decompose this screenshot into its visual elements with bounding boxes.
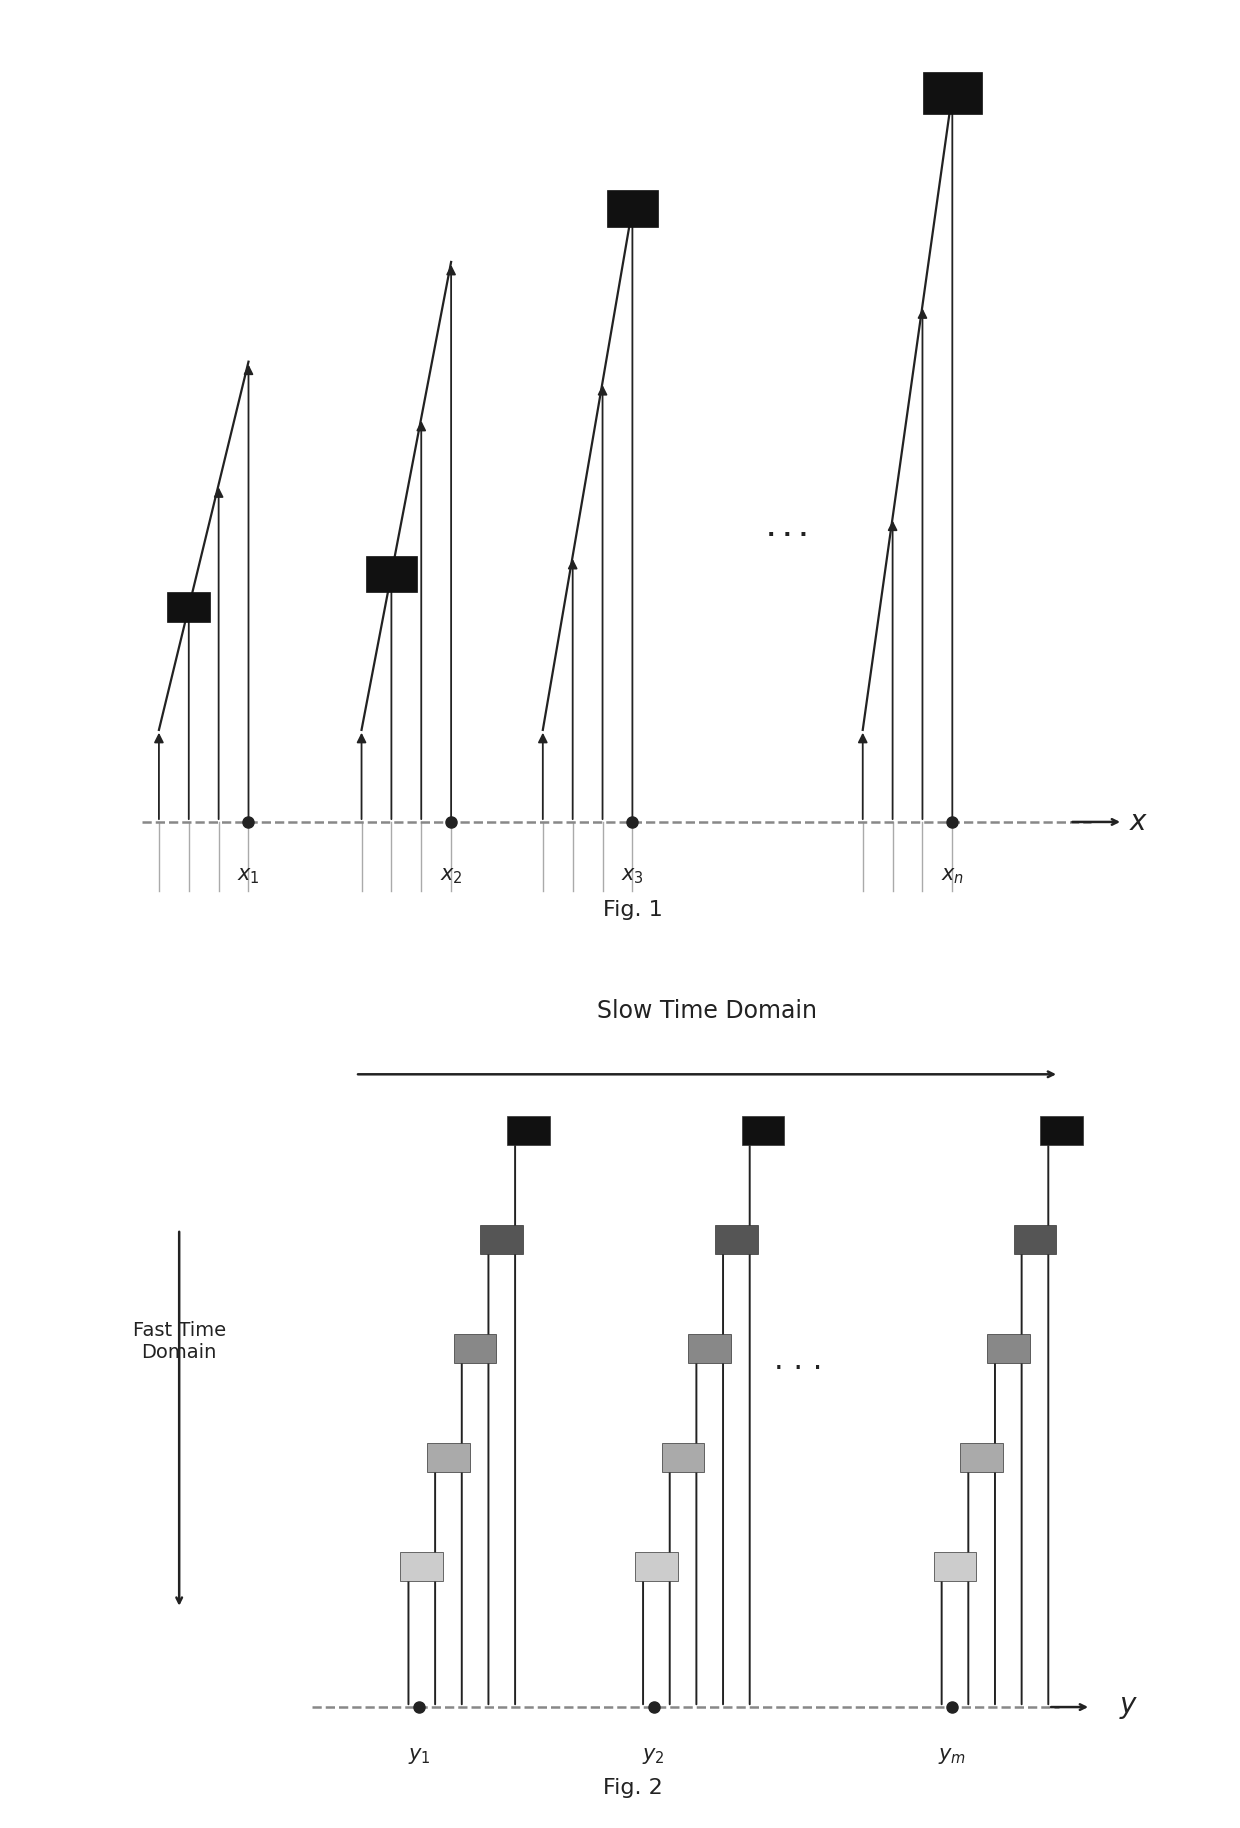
Text: Slow Time Domain: Slow Time Domain <box>596 1000 817 1024</box>
FancyBboxPatch shape <box>715 1225 758 1254</box>
Text: $x_n$: $x_n$ <box>941 866 963 885</box>
FancyBboxPatch shape <box>934 1552 976 1581</box>
FancyBboxPatch shape <box>401 1552 443 1581</box>
FancyBboxPatch shape <box>688 1334 732 1362</box>
FancyBboxPatch shape <box>923 71 982 115</box>
Text: $y_m$: $y_m$ <box>939 1746 966 1766</box>
Text: Fig. 2: Fig. 2 <box>603 1779 662 1799</box>
FancyBboxPatch shape <box>366 556 417 592</box>
FancyBboxPatch shape <box>606 190 658 227</box>
Text: $y_2$: $y_2$ <box>642 1746 665 1766</box>
FancyBboxPatch shape <box>1013 1225 1056 1254</box>
Text: $x_1$: $x_1$ <box>237 866 260 885</box>
FancyBboxPatch shape <box>662 1444 704 1472</box>
Text: Fast Time
Domain: Fast Time Domain <box>133 1322 226 1362</box>
Text: $x_2$: $x_2$ <box>440 866 463 885</box>
FancyBboxPatch shape <box>742 1117 785 1144</box>
Text: . . .: . . . <box>766 521 807 541</box>
Text: $x_3$: $x_3$ <box>621 866 644 885</box>
Text: Fig. 1: Fig. 1 <box>603 899 662 919</box>
Text: $x$: $x$ <box>1130 808 1148 835</box>
FancyBboxPatch shape <box>480 1225 523 1254</box>
FancyBboxPatch shape <box>454 1334 496 1362</box>
Text: $y_1$: $y_1$ <box>408 1746 430 1766</box>
FancyBboxPatch shape <box>507 1117 549 1144</box>
FancyBboxPatch shape <box>635 1552 678 1581</box>
Text: · · ·: · · · <box>774 1355 822 1384</box>
FancyBboxPatch shape <box>1040 1117 1083 1144</box>
FancyBboxPatch shape <box>960 1444 1003 1472</box>
FancyBboxPatch shape <box>167 592 210 623</box>
FancyBboxPatch shape <box>987 1334 1029 1362</box>
Text: $y$: $y$ <box>1118 1693 1138 1722</box>
FancyBboxPatch shape <box>427 1444 470 1472</box>
